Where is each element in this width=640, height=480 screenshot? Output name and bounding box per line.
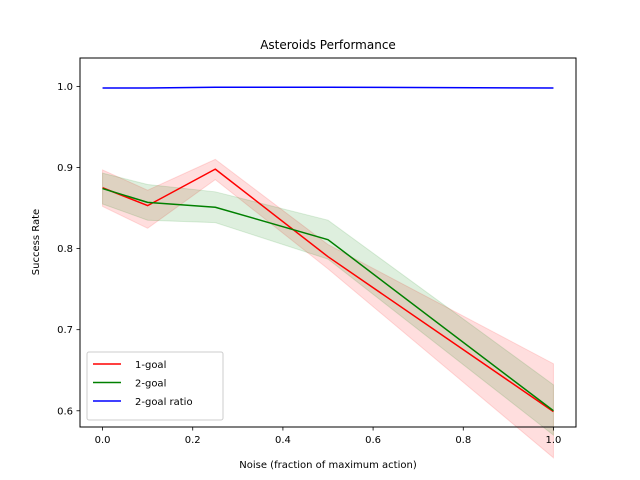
y-axis-title: Success Rate: [31, 209, 42, 275]
x-tick-label: 1.0: [546, 435, 562, 446]
x-tick-label: 0.8: [455, 435, 471, 446]
y-axis: 0.6 0.7 0.8 0.9 1.0: [57, 82, 80, 417]
line-2-goal: [102, 187, 554, 412]
band-2-goal: [102, 172, 554, 437]
line-1-goal: [102, 168, 554, 413]
band-1-goal: [102, 158, 554, 459]
line-2-goal-ratio: [102, 86, 554, 89]
y-tick-label: 0.6: [57, 406, 73, 417]
legend: 1-goal 2-goal 2-goal ratio: [86, 351, 224, 421]
legend-box: [86, 351, 224, 421]
confidence-bands: [102, 158, 554, 459]
x-axis: 0.0 0.2 0.4 0.6 0.8 1.0: [95, 427, 562, 446]
legend-label-2-goal: 2-goal: [135, 379, 166, 390]
legend-label-1-goal: 1-goal: [135, 360, 166, 371]
x-tick-label: 0.2: [185, 435, 201, 446]
legend-label-2-goal-ratio: 2-goal ratio: [135, 397, 193, 408]
y-tick-label: 0.9: [57, 163, 73, 174]
chart-title: Asteroids Performance: [260, 38, 396, 52]
x-axis-title: Noise (fraction of maximum action): [239, 460, 417, 471]
y-tick-label: 1.0: [57, 82, 73, 93]
y-tick-label: 0.8: [57, 244, 73, 255]
x-tick-label: 0.4: [275, 435, 291, 446]
x-tick-label: 0.0: [95, 435, 111, 446]
y-tick-label: 0.7: [57, 325, 73, 336]
x-tick-label: 0.6: [365, 435, 381, 446]
series-lines: [102, 86, 554, 413]
plot-frame: [79, 57, 577, 428]
